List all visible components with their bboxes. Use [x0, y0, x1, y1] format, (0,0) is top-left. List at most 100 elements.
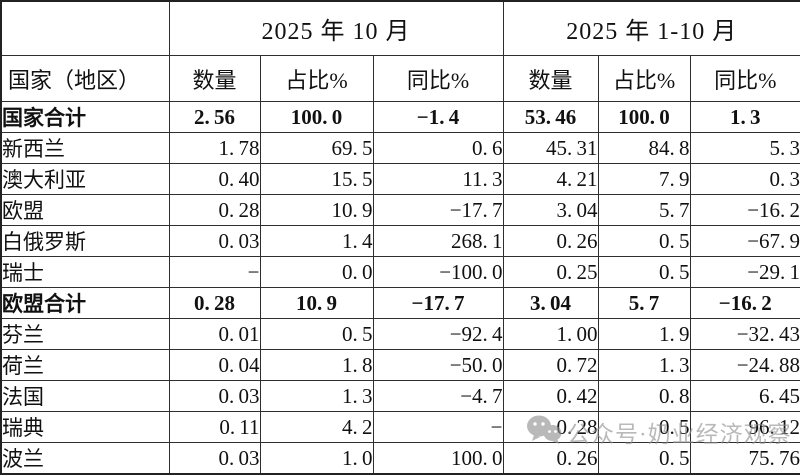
- cell-value: 75. 76: [689, 442, 800, 475]
- cell-value: 0. 72: [502, 349, 599, 381]
- table-row: 澳大利亚 0. 40 15. 5 11. 3 4. 21 7. 9 0. 3: [0, 163, 800, 195]
- cell-value: 0. 26: [502, 225, 599, 257]
- cell-value: −4. 7: [372, 380, 504, 412]
- cell-value: 0. 28: [168, 287, 261, 319]
- cell-value: −: [372, 411, 504, 443]
- row-label: 芬兰: [0, 318, 170, 350]
- cell-value: 3. 04: [502, 287, 599, 319]
- cell-value: 0. 03: [168, 442, 261, 475]
- col-header-yoy-oct: 同比%: [372, 55, 504, 102]
- cell-value: 0. 40: [168, 163, 261, 195]
- cell-value: 15. 5: [259, 163, 374, 195]
- row-label: 瑞典: [0, 411, 170, 443]
- cell-value: 6. 45: [689, 380, 800, 412]
- col-header-yoy-ytd: 同比%: [689, 55, 800, 102]
- cell-value: 5. 3: [689, 132, 800, 164]
- cell-value: 0. 5: [259, 318, 374, 350]
- row-label: 法国: [0, 380, 170, 412]
- table-row: 法国 0. 03 1. 3 −4. 7 0. 42 0. 8 6. 45: [0, 380, 800, 412]
- cell-value: 1. 78: [168, 132, 261, 164]
- cell-value: −29. 1: [689, 256, 800, 288]
- cell-value: 84. 8: [597, 132, 691, 164]
- row-header-label: 国家（地区）: [0, 55, 170, 102]
- table-row: 欧盟合计 0. 28 10. 9 −17. 7 3. 04 5. 7 −16. 2: [0, 287, 800, 319]
- cell-value: 53. 46: [502, 101, 599, 133]
- period-header-ytd: 2025 年 1-10 月: [502, 0, 800, 56]
- table-row: 波兰 0. 03 1. 0 100. 0 0. 26 0. 5 75. 76: [0, 442, 800, 475]
- col-header-quantity-oct: 数量: [168, 55, 261, 102]
- cell-value: 11. 3: [372, 163, 504, 195]
- cell-value: 2. 56: [168, 101, 261, 133]
- cell-value: 0. 8: [597, 380, 691, 412]
- table-row: 瑞士 −0. 0 −100. 0 0. 25 0. 5 −29. 1: [0, 256, 800, 288]
- cell-value: 0. 04: [168, 349, 261, 381]
- cell-value: 69. 5: [259, 132, 374, 164]
- cell-value: 1. 9: [597, 318, 691, 350]
- cell-value: −50. 0: [372, 349, 504, 381]
- cell-value: −17. 7: [372, 287, 504, 319]
- corner-cell: [0, 0, 170, 56]
- row-label: 荷兰: [0, 349, 170, 381]
- row-label: 波兰: [0, 442, 170, 475]
- cell-value: 100. 0: [597, 101, 691, 133]
- cell-value: 0. 01: [168, 318, 261, 350]
- cell-value: 0. 25: [502, 256, 599, 288]
- cell-value: −16. 2: [689, 287, 800, 319]
- row-label: 欧盟合计: [0, 287, 170, 319]
- cell-value: 7. 9: [597, 163, 691, 195]
- period-header-row: 2025 年 10 月 2025 年 1-10 月: [0, 0, 800, 56]
- row-label: 澳大利亚: [0, 163, 170, 195]
- table-row: 新西兰 1. 78 69. 5 0. 6 45. 31 84. 8 5. 3: [0, 132, 800, 164]
- cell-value: 0. 11: [168, 411, 261, 443]
- cell-value: 0. 0: [259, 256, 374, 288]
- col-header-quantity-ytd: 数量: [502, 55, 599, 102]
- cell-value: 0. 42: [502, 380, 599, 412]
- row-label: 新西兰: [0, 132, 170, 164]
- table-row: 欧盟 0. 28 10. 9 −17. 7 3. 04 5. 7 −16. 2: [0, 194, 800, 226]
- cell-value: 0. 5: [597, 442, 691, 475]
- cell-value: 100. 0: [259, 101, 374, 133]
- cell-value: 0. 03: [168, 225, 261, 257]
- row-label: 欧盟: [0, 194, 170, 226]
- cell-value: 0. 5: [597, 256, 691, 288]
- table-row: 白俄罗斯 0. 03 1. 4 268. 1 0. 26 0. 5 −67. 9: [0, 225, 800, 257]
- cell-value: 1. 3: [689, 101, 800, 133]
- cell-value: 0. 3: [689, 163, 800, 195]
- cell-value: 10. 9: [259, 194, 374, 226]
- cell-value: 5. 7: [597, 287, 691, 319]
- table-row: 芬兰 0. 01 0. 5 −92. 4 1. 00 1. 9 −32. 43: [0, 318, 800, 350]
- cell-value: −100. 0: [372, 256, 504, 288]
- metric-header-row: 国家（地区） 数量 占比% 同比% 数量 占比% 同比%: [0, 55, 800, 102]
- cell-value: 4. 2: [259, 411, 374, 443]
- cell-value: 0. 28: [502, 411, 599, 443]
- cell-value: 10. 9: [259, 287, 374, 319]
- cell-value: −24. 88: [689, 349, 800, 381]
- cell-value: 1. 0: [259, 442, 374, 475]
- cell-value: −16. 2: [689, 194, 800, 226]
- cell-value: 1. 00: [502, 318, 599, 350]
- cell-value: 0. 28: [168, 194, 261, 226]
- cell-value: 1. 3: [259, 380, 374, 412]
- table-row: 瑞典 0. 11 4. 2−0. 28 0. 5 96. 12: [0, 411, 800, 443]
- cell-value: −32. 43: [689, 318, 800, 350]
- cell-value: 1. 4: [259, 225, 374, 257]
- cell-value: 96. 12: [689, 411, 800, 443]
- table-body: 国家合计 2. 56 100. 0 −1. 4 53. 46 100. 0 1. 3 新西兰 1…: [0, 101, 800, 475]
- cell-value: 5. 7: [597, 194, 691, 226]
- cell-value: 45. 31: [502, 132, 599, 164]
- col-header-share-oct: 占比%: [259, 55, 374, 102]
- cell-value: 268. 1: [372, 225, 504, 257]
- cell-value: 4. 21: [502, 163, 599, 195]
- cell-value: −1. 4: [372, 101, 504, 133]
- row-label: 国家合计: [0, 101, 170, 133]
- cell-value: −17. 7: [372, 194, 504, 226]
- cell-value: 3. 04: [502, 194, 599, 226]
- col-header-share-ytd: 占比%: [597, 55, 691, 102]
- cell-value: 100. 0: [372, 442, 504, 475]
- cell-value: 0. 5: [597, 411, 691, 443]
- cell-value: 0. 03: [168, 380, 261, 412]
- cell-value: 1. 8: [259, 349, 374, 381]
- table-row: 荷兰 0. 04 1. 8 −50. 0 0. 72 1. 3 −24. 88: [0, 349, 800, 381]
